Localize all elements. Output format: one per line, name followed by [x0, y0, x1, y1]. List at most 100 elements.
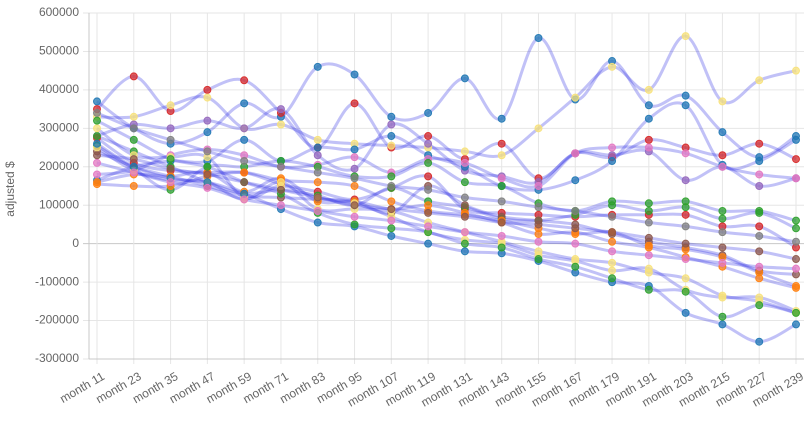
data-point[interactable]	[718, 293, 727, 302]
data-point[interactable]	[718, 312, 727, 321]
data-point[interactable]	[534, 203, 543, 212]
data-point[interactable]	[350, 70, 359, 79]
data-point[interactable]	[93, 139, 101, 148]
data-point[interactable]	[387, 231, 396, 240]
data-point[interactable]	[240, 99, 249, 108]
data-point[interactable]	[203, 85, 212, 94]
data-point[interactable]	[129, 72, 138, 81]
data-point[interactable]	[644, 233, 653, 242]
data-point[interactable]	[93, 124, 101, 133]
data-point[interactable]	[755, 262, 764, 271]
data-point[interactable]	[792, 237, 800, 246]
data-point[interactable]	[792, 216, 800, 225]
data-point[interactable]	[534, 237, 543, 246]
data-point[interactable]	[276, 185, 285, 194]
data-point[interactable]	[571, 224, 580, 233]
data-point[interactable]	[644, 135, 653, 144]
data-point[interactable]	[460, 228, 469, 237]
data-point[interactable]	[313, 151, 322, 160]
data-point[interactable]	[608, 237, 617, 246]
data-point[interactable]	[350, 220, 359, 229]
data-point[interactable]	[424, 239, 433, 248]
data-point[interactable]	[240, 124, 249, 133]
data-point[interactable]	[129, 155, 138, 164]
data-point[interactable]	[608, 228, 617, 237]
data-point[interactable]	[608, 157, 617, 166]
data-point[interactable]	[240, 157, 249, 166]
data-point[interactable]	[718, 214, 727, 223]
data-point[interactable]	[644, 199, 653, 208]
data-point[interactable]	[93, 158, 101, 167]
data-point[interactable]	[387, 205, 396, 214]
data-point[interactable]	[387, 182, 396, 190]
data-point[interactable]	[424, 139, 433, 148]
data-point[interactable]	[93, 170, 101, 179]
data-point[interactable]	[571, 176, 580, 185]
data-point[interactable]	[534, 255, 543, 264]
data-point[interactable]	[497, 139, 506, 148]
data-point[interactable]	[755, 222, 764, 231]
data-point[interactable]	[571, 149, 580, 158]
data-point[interactable]	[460, 74, 469, 83]
data-point[interactable]	[534, 33, 543, 42]
data-point[interactable]	[387, 224, 396, 233]
data-point[interactable]	[681, 222, 690, 231]
data-point[interactable]	[608, 212, 617, 221]
data-point[interactable]	[424, 132, 433, 141]
data-point[interactable]	[644, 251, 653, 260]
data-point[interactable]	[755, 247, 764, 256]
data-point[interactable]	[387, 132, 396, 141]
data-point[interactable]	[497, 174, 506, 183]
data-point[interactable]	[644, 206, 653, 215]
data-point[interactable]	[755, 231, 764, 240]
data-point[interactable]	[203, 170, 212, 179]
data-point[interactable]	[166, 124, 175, 133]
data-point[interactable]	[424, 185, 433, 194]
data-point[interactable]	[681, 210, 690, 219]
data-point[interactable]	[718, 151, 727, 160]
data-point[interactable]	[534, 220, 543, 229]
data-point[interactable]	[644, 85, 653, 94]
data-point[interactable]	[313, 135, 322, 144]
data-point[interactable]	[718, 162, 727, 171]
data-point[interactable]	[460, 201, 469, 210]
data-point[interactable]	[497, 197, 506, 206]
data-point[interactable]	[644, 285, 653, 294]
data-point[interactable]	[718, 206, 727, 215]
data-point[interactable]	[608, 201, 617, 210]
data-point[interactable]	[792, 308, 800, 317]
data-point[interactable]	[387, 216, 396, 225]
data-point[interactable]	[350, 212, 359, 221]
data-point[interactable]	[792, 283, 800, 292]
data-point[interactable]	[497, 114, 506, 123]
data-point[interactable]	[755, 293, 764, 302]
data-point[interactable]	[203, 162, 212, 171]
data-point[interactable]	[571, 262, 580, 271]
data-point[interactable]	[534, 230, 543, 239]
data-point[interactable]	[460, 147, 469, 156]
data-point[interactable]	[460, 247, 469, 256]
data-point[interactable]	[350, 182, 359, 190]
data-point[interactable]	[350, 145, 359, 154]
data-point[interactable]	[718, 258, 727, 267]
data-point[interactable]	[93, 108, 101, 117]
data-point[interactable]	[240, 168, 249, 177]
data-point[interactable]	[203, 183, 212, 192]
data-point[interactable]	[313, 178, 322, 187]
data-point[interactable]	[755, 301, 764, 310]
data-point[interactable]	[387, 172, 396, 181]
data-point[interactable]	[166, 164, 175, 173]
data-point[interactable]	[424, 222, 433, 231]
data-point[interactable]	[718, 97, 727, 106]
data-point[interactable]	[681, 149, 690, 158]
data-point[interactable]	[755, 76, 764, 85]
data-point[interactable]	[460, 158, 469, 167]
data-point[interactable]	[240, 178, 249, 187]
data-point[interactable]	[681, 239, 690, 248]
data-point[interactable]	[792, 135, 800, 144]
data-point[interactable]	[203, 128, 212, 137]
data-point[interactable]	[571, 239, 580, 248]
data-point[interactable]	[350, 164, 359, 173]
data-point[interactable]	[93, 97, 101, 106]
data-point[interactable]	[93, 151, 101, 160]
